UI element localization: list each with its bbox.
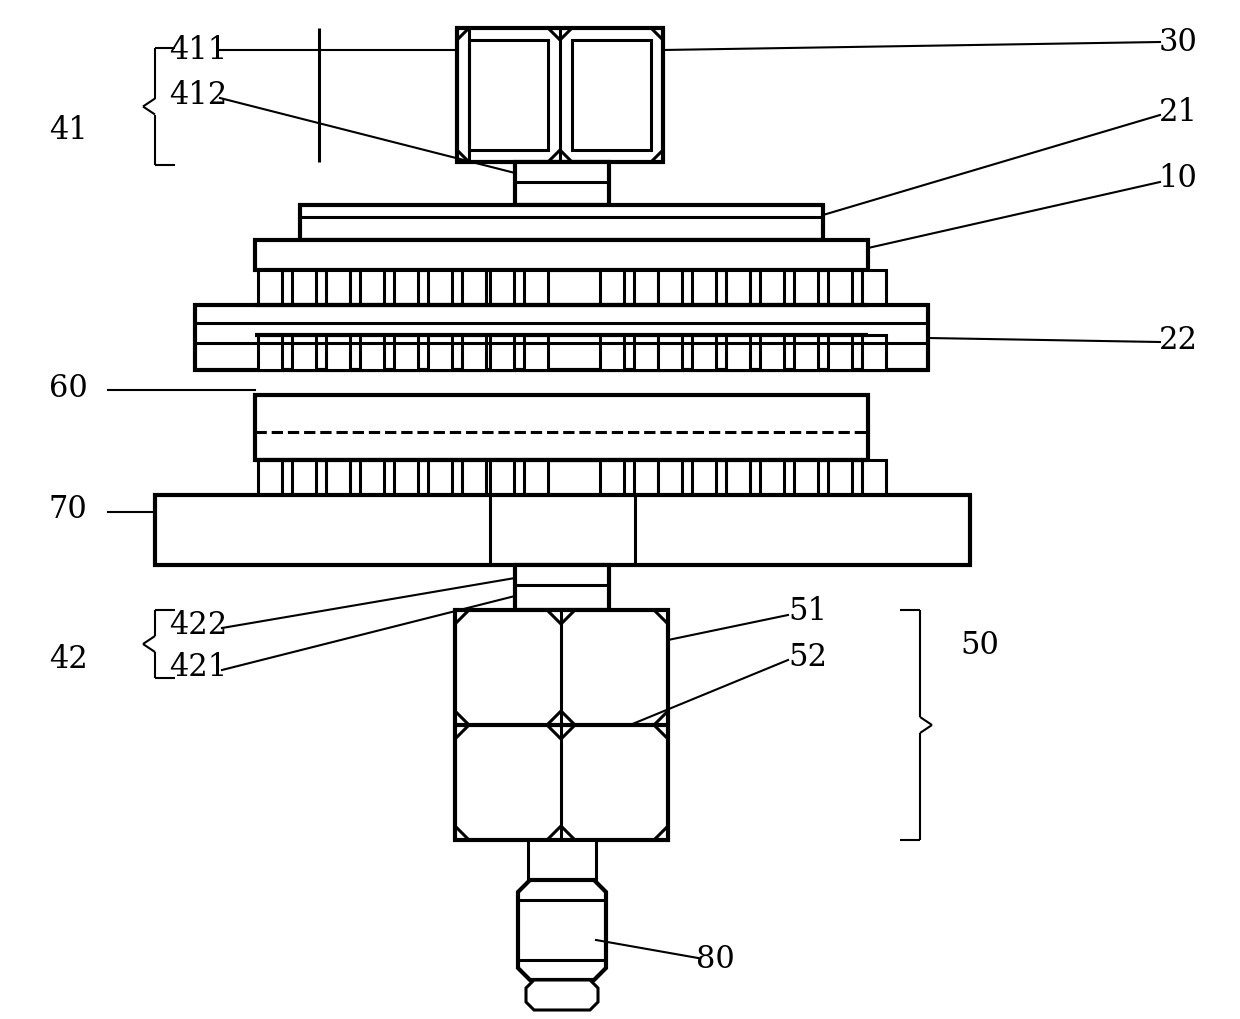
- Bar: [634, 335, 658, 370]
- Bar: [634, 460, 658, 495]
- Text: 10: 10: [1158, 162, 1198, 194]
- Text: 412: 412: [169, 79, 227, 110]
- Bar: [291, 335, 316, 370]
- Bar: [572, 40, 651, 150]
- Bar: [794, 335, 818, 370]
- Bar: [658, 460, 682, 495]
- Text: 411: 411: [169, 35, 227, 65]
- Text: 22: 22: [1158, 324, 1198, 356]
- Bar: [760, 270, 784, 305]
- Bar: [463, 270, 486, 305]
- Text: 51: 51: [789, 596, 827, 628]
- Bar: [658, 270, 682, 305]
- Polygon shape: [526, 980, 598, 1010]
- Bar: [428, 335, 453, 370]
- Text: 21: 21: [1158, 97, 1198, 127]
- Bar: [300, 205, 823, 240]
- Bar: [360, 460, 384, 495]
- Text: 70: 70: [48, 494, 87, 526]
- Bar: [794, 460, 818, 495]
- Bar: [326, 335, 350, 370]
- Bar: [528, 840, 596, 880]
- Bar: [463, 335, 486, 370]
- Bar: [490, 270, 515, 305]
- Bar: [490, 335, 515, 370]
- Bar: [195, 305, 928, 370]
- Bar: [828, 460, 852, 495]
- Bar: [326, 460, 350, 495]
- Bar: [634, 270, 658, 305]
- Bar: [794, 270, 818, 305]
- Bar: [862, 335, 887, 370]
- Bar: [255, 395, 868, 460]
- Text: 421: 421: [169, 652, 227, 684]
- Bar: [600, 335, 624, 370]
- Bar: [469, 40, 548, 150]
- Bar: [455, 610, 668, 840]
- Bar: [760, 335, 784, 370]
- Text: 41: 41: [48, 114, 87, 146]
- Bar: [725, 335, 750, 370]
- Bar: [515, 565, 609, 610]
- Text: 30: 30: [1158, 26, 1198, 57]
- Bar: [600, 270, 624, 305]
- Bar: [258, 270, 281, 305]
- Bar: [525, 270, 548, 305]
- Bar: [515, 162, 609, 205]
- Text: 52: 52: [789, 643, 827, 674]
- Bar: [760, 460, 784, 495]
- Bar: [258, 460, 281, 495]
- Bar: [394, 270, 418, 305]
- Bar: [255, 240, 868, 270]
- Polygon shape: [518, 880, 606, 980]
- Bar: [828, 270, 852, 305]
- Bar: [658, 335, 682, 370]
- Bar: [525, 460, 548, 495]
- Bar: [862, 270, 887, 305]
- Bar: [394, 460, 418, 495]
- Text: 50: 50: [961, 630, 999, 660]
- Bar: [725, 270, 750, 305]
- Bar: [291, 270, 316, 305]
- Bar: [394, 335, 418, 370]
- Bar: [360, 335, 384, 370]
- Bar: [692, 270, 715, 305]
- Text: 60: 60: [48, 373, 87, 404]
- Bar: [326, 270, 350, 305]
- Text: 422: 422: [169, 609, 227, 641]
- Bar: [291, 460, 316, 495]
- Bar: [155, 495, 970, 565]
- Bar: [862, 460, 887, 495]
- Bar: [725, 460, 750, 495]
- Bar: [490, 460, 515, 495]
- Bar: [428, 460, 453, 495]
- Bar: [360, 270, 384, 305]
- Bar: [600, 460, 624, 495]
- Bar: [692, 460, 715, 495]
- Bar: [258, 335, 281, 370]
- Bar: [828, 335, 852, 370]
- Bar: [458, 28, 663, 162]
- Bar: [692, 335, 715, 370]
- Text: 80: 80: [696, 945, 734, 975]
- Bar: [463, 460, 486, 495]
- Text: 42: 42: [48, 644, 87, 676]
- Bar: [525, 335, 548, 370]
- Bar: [428, 270, 453, 305]
